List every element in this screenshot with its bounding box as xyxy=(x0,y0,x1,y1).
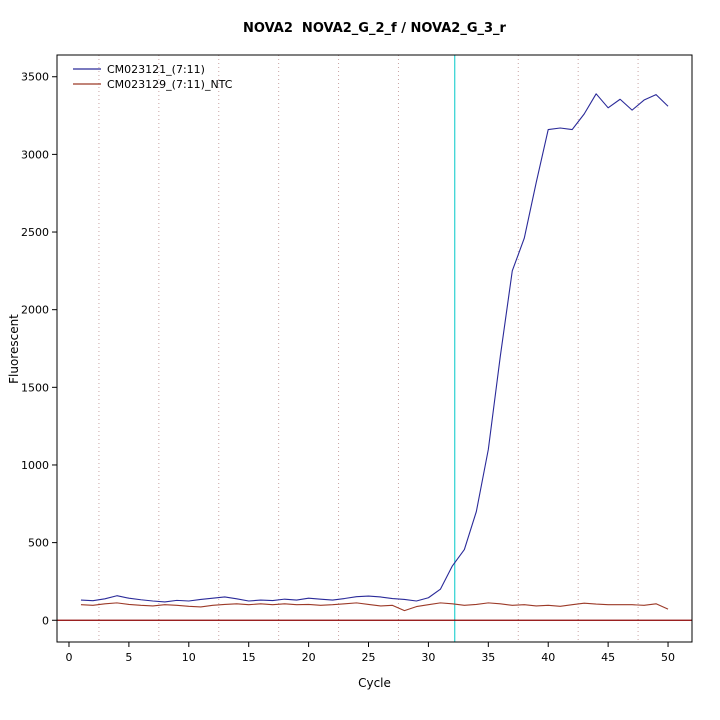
y-tick-label: 1000 xyxy=(21,459,49,472)
x-tick-label: 50 xyxy=(661,651,675,664)
y-tick-label: 0 xyxy=(42,614,49,627)
plot-frame xyxy=(56,54,693,643)
y-tick-label: 3000 xyxy=(21,148,49,161)
x-tick-label: 35 xyxy=(481,651,495,664)
legend-label: CM023121_(7:11) xyxy=(107,63,205,76)
x-tick-label: 25 xyxy=(362,651,376,664)
x-tick-label: 30 xyxy=(421,651,435,664)
y-tick-label: 2500 xyxy=(21,226,49,239)
y-tick-label: 3500 xyxy=(21,71,49,84)
series-line-CM023129_(7:11)_NTC xyxy=(80,602,669,612)
x-tick-label: 20 xyxy=(302,651,316,664)
x-tick-label: 40 xyxy=(541,651,555,664)
x-tick-label: 0 xyxy=(65,651,72,664)
y-tick-label: 2000 xyxy=(21,304,49,317)
x-tick-label: 45 xyxy=(601,651,615,664)
y-axis-label: Fluorescent xyxy=(7,314,21,384)
y-tick-label: 500 xyxy=(28,537,49,550)
x-tick-label: 5 xyxy=(125,651,132,664)
x-tick-label: 10 xyxy=(182,651,196,664)
legend-label: CM023129_(7:11)_NTC xyxy=(107,78,233,91)
chart-title: NOVA2 NOVA2_G_2_f / NOVA2_G_3_r xyxy=(243,21,506,36)
y-tick-label: 1500 xyxy=(21,381,49,394)
x-axis-label: Cycle xyxy=(358,676,391,690)
x-tick-label: 15 xyxy=(242,651,256,664)
series-line-CM023121_(7:11) xyxy=(80,93,669,603)
